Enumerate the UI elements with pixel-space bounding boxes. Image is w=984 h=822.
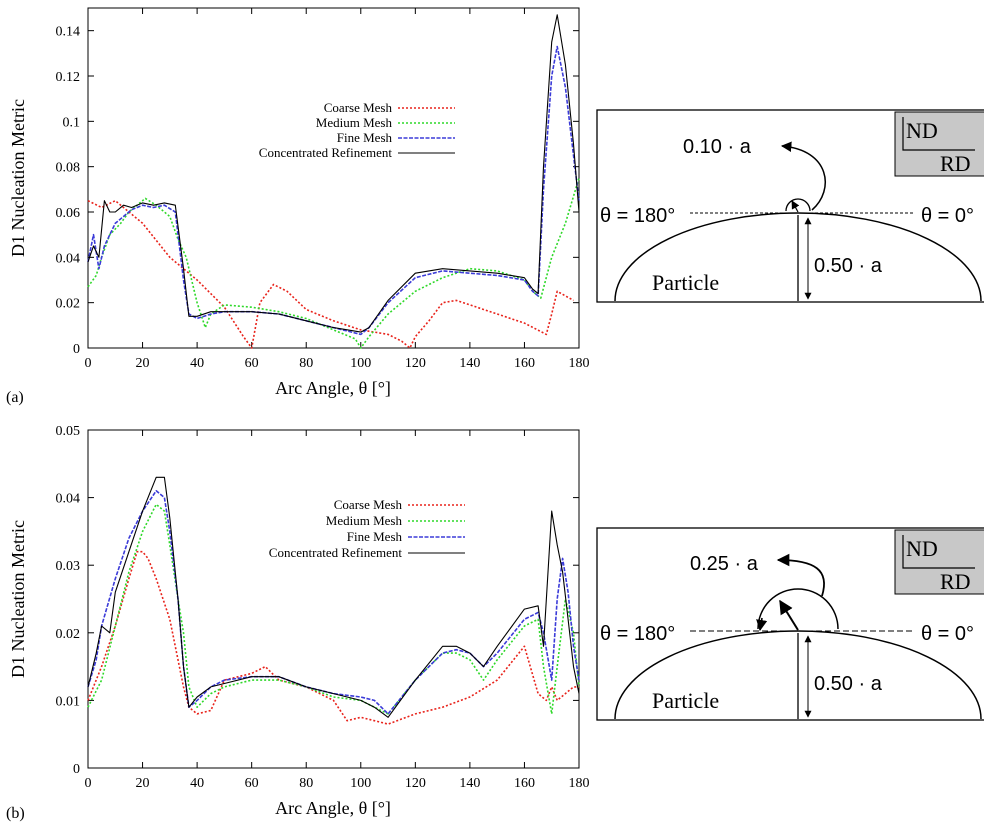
y-tick-label: 0.01: [56, 694, 81, 709]
x-tick-label: 140: [459, 356, 480, 371]
axis-label-rd: RD: [940, 151, 971, 176]
legend-label-medium: Medium Mesh: [316, 115, 393, 130]
legend-label-coarse: Coarse Mesh: [334, 497, 403, 512]
y-tick-label: 0.02: [56, 627, 81, 642]
x-tick-label: 120: [405, 356, 426, 371]
arc-end-arrow: [756, 617, 768, 632]
x-tick-label: 60: [245, 776, 259, 791]
panel-label-b: (b): [6, 805, 25, 822]
left-angle-label: θ = 180°: [600, 623, 675, 645]
axis-label-nd: ND: [906, 536, 938, 561]
y-tick-label: 0.14: [56, 25, 81, 40]
x-tick-label: 120: [405, 776, 426, 791]
particle-label: Particle: [652, 270, 719, 295]
x-tick-label: 40: [190, 356, 204, 371]
height-label: 0.50 · a: [814, 673, 883, 695]
legend-label-concentrated: Concentrated Refinement: [259, 145, 393, 160]
axis-triad-icon: [902, 117, 975, 151]
axis-label-nd: ND: [906, 118, 938, 143]
radius-arrow: [779, 599, 799, 631]
axis-triad-icon: [902, 535, 975, 569]
callout-arrow: [776, 553, 825, 597]
plot-frame: [87, 429, 580, 769]
axis-box: [894, 529, 984, 595]
series-group: [87, 14, 580, 349]
y-tick-label: 0.06: [56, 206, 81, 221]
x-axis-label: Arc Angle, θ [°]: [275, 378, 391, 398]
axis-ticks: 0 20 40 60 80 100 120 140 160 180 0 0.01 0.02 0.03 0.0…: [56, 424, 590, 791]
y-tick-label: 0.04: [56, 251, 81, 266]
chart-a: 0 20 40 60 80 100 120 140 160 180 0 0.02 0.04 0.06 0.0…: [6, 7, 590, 406]
callout-arrow: [780, 141, 827, 211]
plot-frame: [87, 7, 580, 349]
panel-label-a: (a): [6, 389, 24, 406]
x-tick-label: 100: [350, 356, 371, 371]
y-axis-label: D1 Nucleation Metric: [8, 520, 28, 678]
axis-label-rd: RD: [940, 569, 971, 594]
particle-label: Particle: [652, 688, 719, 713]
series-line-concentrated: [87, 476, 580, 718]
x-tick-label: 0: [85, 356, 92, 371]
x-tick-label: 140: [459, 776, 480, 791]
legend: Coarse Mesh Medium Mesh Fine Mesh Concen…: [259, 100, 455, 160]
series-line-coarse: [87, 550, 579, 725]
series-line-concentrated: [87, 14, 580, 333]
y-tick-label: 0: [73, 762, 80, 777]
height-label: 0.50 · a: [814, 255, 883, 277]
x-tick-label: 40: [190, 776, 204, 791]
y-tick-label: 0.1: [63, 115, 81, 130]
angle-arc: [785, 198, 811, 212]
y-tick-label: 0.08: [56, 161, 81, 176]
y-tick-label: 0.04: [56, 492, 81, 507]
y-tick-label: 0.12: [56, 70, 81, 85]
x-tick-label: 20: [136, 776, 150, 791]
radius-label: 0.25 · a: [690, 553, 759, 575]
y-tick-label: 0.03: [56, 559, 81, 574]
x-axis-label: Arc Angle, θ [°]: [275, 798, 391, 818]
legend-label-fine: Fine Mesh: [337, 130, 393, 145]
right-angle-label: θ = 0°: [921, 623, 974, 645]
x-tick-label: 180: [569, 356, 590, 371]
series-line-medium: [87, 503, 580, 715]
series-line-fine: [87, 45, 580, 336]
x-tick-label: 80: [299, 356, 313, 371]
axis-ticks: 0 20 40 60 80 100 120 140 160 180 0 0.02 0.04 0.06 0.0…: [56, 8, 590, 371]
y-tick-label: 0: [73, 342, 80, 357]
x-tick-label: 160: [514, 776, 535, 791]
legend-label-coarse: Coarse Mesh: [324, 100, 393, 115]
right-angle-label: θ = 0°: [921, 205, 974, 227]
x-tick-label: 0: [85, 776, 92, 791]
schematic-1: ND RD 0.10 · a θ = 180° θ = 0° 0.50 · a …: [596, 109, 984, 303]
y-tick-label: 0.02: [56, 297, 81, 312]
x-tick-label: 60: [245, 356, 259, 371]
legend-label-medium: Medium Mesh: [326, 513, 403, 528]
legend-label-fine: Fine Mesh: [347, 529, 403, 544]
y-tick-label: 0.05: [56, 424, 81, 439]
series-line-coarse: [87, 199, 574, 349]
x-tick-label: 100: [350, 776, 371, 791]
radius-arrow: [791, 200, 800, 213]
x-tick-label: 160: [514, 356, 535, 371]
series-group: [87, 476, 580, 725]
series-line-fine: [87, 489, 580, 715]
legend: Coarse Mesh Medium Mesh Fine Mesh Concen…: [269, 497, 465, 560]
radius-label: 0.10 · a: [683, 136, 752, 158]
y-axis-label: D1 Nucleation Metric: [8, 99, 28, 257]
x-tick-label: 80: [299, 776, 313, 791]
chart-b: 0 20 40 60 80 100 120 140 160 180 0 0.01 0.02 0.03 0.0…: [6, 424, 590, 822]
left-angle-label: θ = 180°: [600, 205, 675, 227]
angle-arc: [757, 588, 839, 630]
legend-label-concentrated: Concentrated Refinement: [269, 545, 403, 560]
schematic-2: ND RD 0.25 · a θ = 180° θ = 0° 0.50 · a …: [596, 527, 984, 721]
x-tick-label: 180: [569, 776, 590, 791]
x-tick-label: 20: [136, 356, 150, 371]
axis-box: [894, 111, 984, 177]
